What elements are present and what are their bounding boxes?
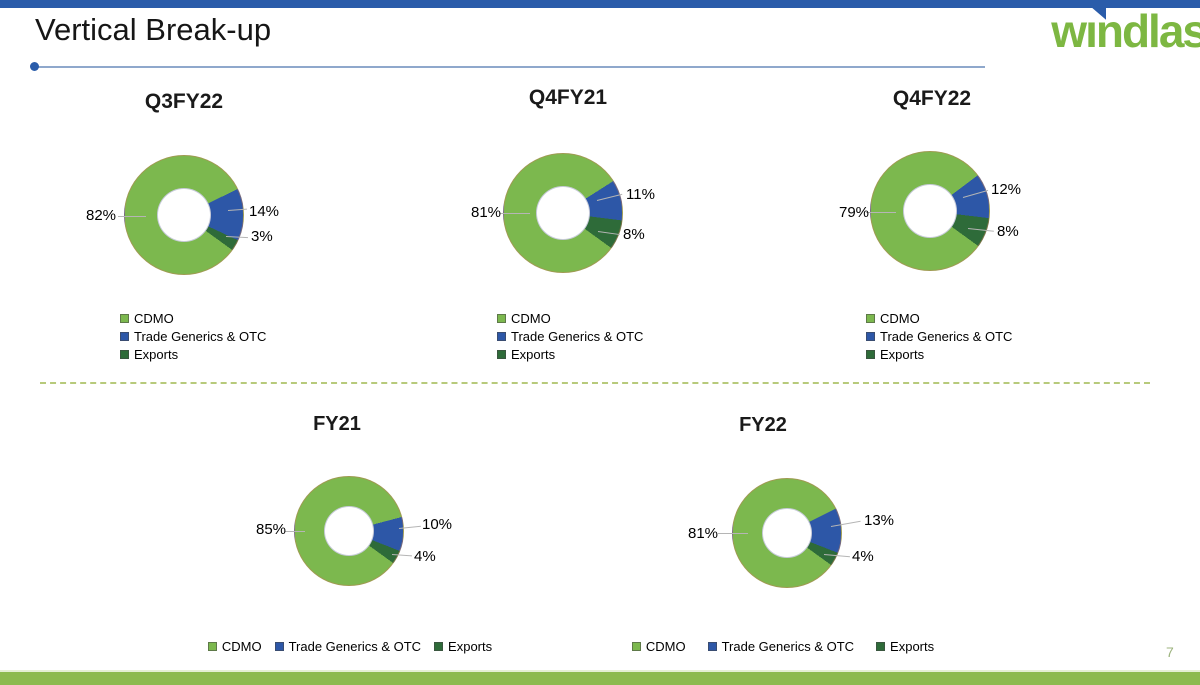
legend: CDMO Trade Generics & OTC Exports: [866, 311, 1012, 362]
legend-swatch-exports: [866, 350, 875, 359]
donut-chart: [124, 155, 244, 275]
data-label: 4%: [414, 548, 436, 565]
legend-swatch-exports: [497, 350, 506, 359]
legend-item: Trade Generics & OTC: [120, 329, 266, 344]
chart-title: Q3FY22: [144, 90, 224, 113]
row-divider-dashed: [40, 382, 1150, 384]
legend-label: CDMO: [511, 311, 551, 326]
page-title: Vertical Break-up: [35, 12, 272, 47]
data-label: 8%: [623, 226, 645, 243]
legend: CDMO Trade Generics & OTC Exports: [631, 639, 934, 654]
legend-label: CDMO: [880, 311, 920, 326]
legend-item: Trade Generics & OTC: [274, 639, 422, 654]
legend-swatch-trade: [120, 332, 129, 341]
legend-swatch-trade: [866, 332, 875, 341]
data-label: 3%: [251, 228, 273, 245]
legend-item: Exports: [120, 347, 266, 362]
legend-swatch-cdmo: [120, 314, 129, 323]
data-label: 85%: [256, 521, 287, 538]
legend-label: Trade Generics & OTC: [288, 639, 422, 654]
legend-swatch-cdmo: [866, 314, 875, 323]
data-label: 4%: [852, 548, 874, 565]
data-label: 12%: [991, 181, 1022, 198]
legend-swatch-cdmo: [631, 642, 641, 651]
legend-label: Exports: [511, 347, 556, 362]
legend-item: Exports: [434, 639, 492, 654]
legend-item: CDMO: [866, 311, 1012, 326]
donut-chart: [294, 476, 404, 586]
legend-swatch-exports: [120, 350, 129, 359]
legend-swatch-trade: [497, 332, 506, 341]
chart-title: Q4FY21: [528, 86, 608, 109]
bottom-accent-bar: [0, 670, 1200, 685]
page-number: 7: [1166, 644, 1174, 660]
legend-swatch-trade: [274, 642, 284, 651]
legend-swatch-exports: [434, 642, 444, 651]
legend-item: CDMO: [207, 639, 262, 654]
legend-item: CDMO: [120, 311, 266, 326]
legend-label: Exports: [890, 639, 935, 654]
logo-text-post: ndlas: [1095, 5, 1200, 57]
legend-item: CDMO: [631, 639, 686, 654]
legend-item: Trade Generics & OTC: [866, 329, 1012, 344]
legend: CDMO Trade Generics & OTC Exports: [120, 311, 266, 362]
leader-line: [118, 216, 146, 217]
legend-item: Exports: [866, 347, 1012, 362]
legend-label: CDMO: [645, 639, 686, 654]
legend-item: Trade Generics & OTC: [497, 329, 643, 344]
logo-text-i: ı: [1085, 5, 1098, 57]
donut-chart: [870, 151, 990, 271]
legend-label: Exports: [448, 639, 493, 654]
legend-swatch-cdmo: [497, 314, 506, 323]
legend-label: CDMO: [221, 639, 262, 654]
legend-label: Trade Generics & OTC: [880, 329, 1013, 344]
chart-title: FY22: [739, 414, 787, 436]
data-label: 14%: [249, 203, 280, 220]
legend: CDMO Trade Generics & OTC Exports: [200, 639, 500, 654]
legend-swatch-trade: [707, 642, 717, 651]
title-underline-dot: [30, 62, 39, 71]
legend-label: Exports: [880, 347, 925, 362]
legend-label: Trade Generics & OTC: [134, 329, 267, 344]
title-underline: [35, 66, 985, 68]
windlas-logo: wındlas: [1051, 4, 1200, 58]
data-label: 81%: [688, 525, 719, 542]
data-label: 82%: [86, 207, 117, 224]
leader-line: [285, 531, 305, 532]
legend-swatch-cdmo: [207, 642, 217, 651]
data-label: 10%: [422, 516, 453, 533]
legend-label: CDMO: [134, 311, 174, 326]
leader-line: [866, 212, 896, 213]
legend-swatch-exports: [876, 642, 886, 651]
legend-label: Exports: [134, 347, 179, 362]
legend-item: Exports: [497, 347, 643, 362]
data-label: 13%: [864, 512, 895, 529]
legend-label: Trade Generics & OTC: [721, 639, 855, 654]
leader-line: [500, 213, 530, 214]
leader-line: [718, 533, 748, 534]
data-label: 11%: [626, 186, 655, 203]
legend-label: Trade Generics & OTC: [511, 329, 644, 344]
legend-item: CDMO: [497, 311, 643, 326]
chart-title: FY21: [313, 413, 361, 435]
legend-item: Exports: [876, 639, 934, 654]
donut-chart: [732, 478, 842, 588]
legend-item: Trade Generics & OTC: [707, 639, 855, 654]
chart-title: Q4FY22: [892, 87, 972, 110]
logo-text-pre: w: [1051, 5, 1087, 57]
data-label: 81%: [471, 204, 502, 221]
top-accent-bar: [0, 0, 1200, 8]
data-label: 79%: [839, 204, 870, 221]
legend: CDMO Trade Generics & OTC Exports: [497, 311, 643, 362]
data-label: 8%: [997, 223, 1019, 240]
